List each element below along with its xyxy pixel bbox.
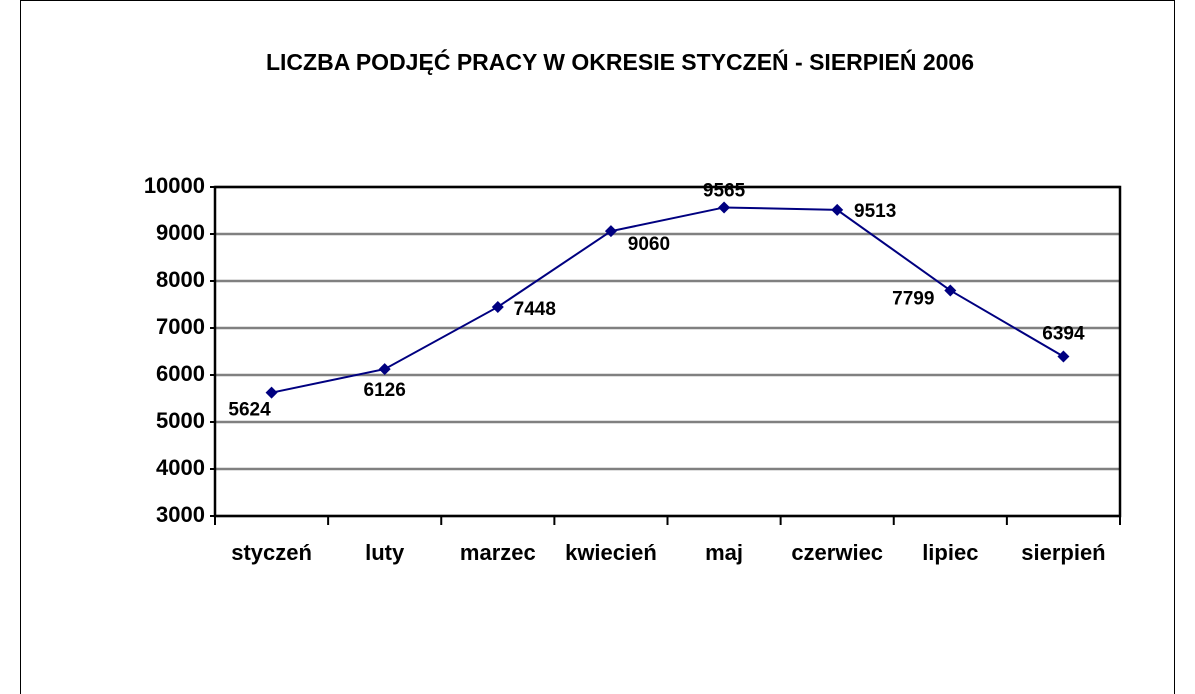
marker	[718, 201, 731, 214]
x-tick-label: luty	[365, 540, 405, 565]
y-tick-label: 7000	[156, 314, 205, 339]
y-tick-label: 8000	[156, 267, 205, 292]
frame	[20, 0, 1175, 694]
data-label: 7448	[514, 299, 556, 320]
y-tick-label: 5000	[156, 408, 205, 433]
x-tick-label: styczeń	[231, 540, 312, 565]
marker	[378, 363, 391, 376]
marker	[604, 225, 617, 238]
x-tick-label: czerwiec	[791, 540, 883, 565]
data-label: 6126	[364, 380, 406, 401]
marker	[1057, 350, 1070, 363]
x-tick-label: maj	[705, 540, 743, 565]
marker	[944, 284, 957, 297]
data-label: 9060	[628, 234, 670, 255]
x-tick-label: marzec	[460, 540, 536, 565]
data-label: 9513	[854, 201, 896, 222]
y-tick-label: 6000	[156, 361, 205, 386]
x-tick-label: sierpień	[1021, 540, 1105, 565]
y-tick-label: 3000	[156, 502, 205, 527]
chart-title: LICZBA PODJĘĆ PRACY W OKRESIE STYCZEŃ - …	[265, 49, 975, 75]
marker	[491, 300, 504, 313]
data-label: 7799	[892, 288, 934, 309]
marker	[265, 386, 278, 399]
data-label: 5624	[228, 400, 271, 421]
marker	[831, 203, 844, 216]
y-tick-label: 10000	[144, 173, 205, 198]
y-tick-label: 4000	[156, 455, 205, 480]
y-tick-label: 9000	[156, 220, 205, 245]
x-tick-label: kwiecień	[565, 540, 657, 565]
data-label: 6394	[1042, 323, 1085, 344]
data-label: 9565	[703, 180, 746, 201]
x-tick-label: lipiec	[922, 540, 978, 565]
line	[271, 206, 1064, 394]
